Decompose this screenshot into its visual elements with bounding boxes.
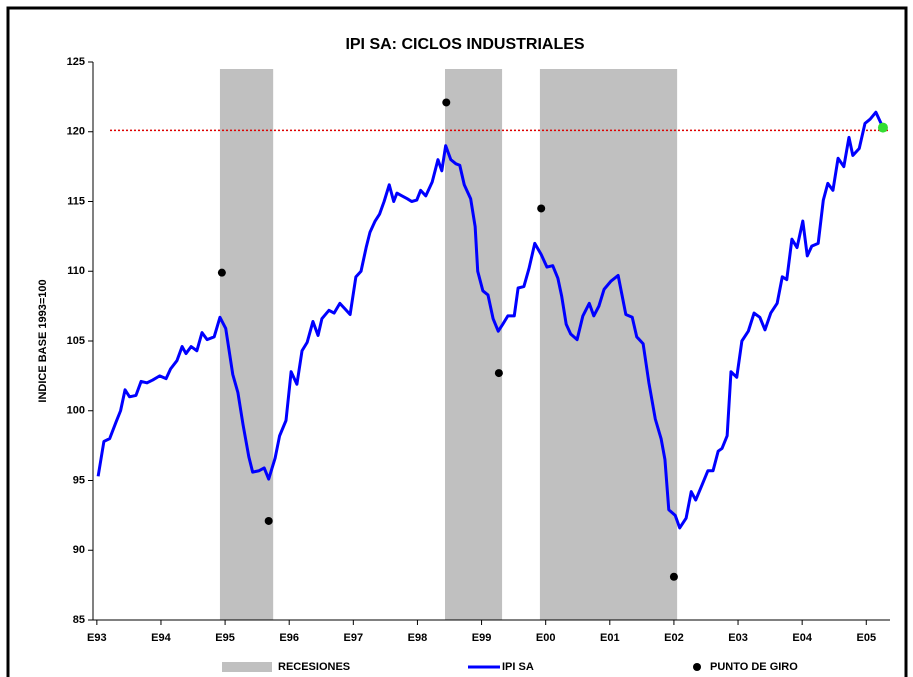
x-tick-label: E94	[151, 632, 171, 644]
legend-label: RECESIONES	[278, 661, 350, 673]
turning-point	[537, 204, 546, 213]
turning-point	[494, 369, 503, 378]
x-tick-label: E01	[600, 632, 620, 644]
x-tick-label: E03	[728, 632, 748, 644]
y-tick-label: 105	[67, 335, 85, 347]
x-tick-label: E04	[792, 632, 812, 644]
turning-point	[217, 268, 226, 277]
y-tick-label: 110	[67, 265, 85, 277]
y-label-group: INDICE BASE 1993=100	[37, 279, 49, 402]
y-axis-label: INDICE BASE 1993=100	[37, 279, 49, 402]
y-tick-label: 90	[73, 544, 85, 556]
legend-swatch	[693, 663, 701, 671]
recession-band	[539, 69, 678, 620]
legend-label: IPI SA	[502, 661, 534, 673]
x-tick-label: E99	[472, 632, 492, 644]
line-series	[96, 110, 884, 530]
x-tick-label: E02	[664, 632, 684, 644]
y-tick-label: 100	[67, 405, 85, 417]
turning-point	[669, 572, 678, 581]
turning-point	[442, 98, 451, 107]
x-tick-label: E97	[344, 632, 364, 644]
x-tick-label: E96	[279, 632, 299, 644]
recession-band	[445, 69, 503, 620]
y-tick-label: 115	[67, 195, 85, 207]
y-tick-label: 125	[67, 56, 85, 68]
y-tick-label: 95	[73, 474, 85, 486]
legend-label: PUNTO DE GIRO	[710, 661, 798, 673]
legend-swatch	[222, 662, 272, 672]
turning-point	[264, 516, 273, 525]
x-tick-label: E00	[536, 632, 556, 644]
frame	[6, 6, 908, 677]
y-tick-label: 120	[67, 126, 85, 138]
y-tick-label: 85	[73, 614, 85, 626]
x-tick-label: E95	[215, 632, 235, 644]
x-tick-label: E98	[408, 632, 428, 644]
x-tick-label: E05	[856, 632, 876, 644]
chart-title: IPI SA: CICLOS INDUSTRIALES	[345, 36, 584, 53]
x-tick-label: E93	[87, 632, 107, 644]
last-point	[877, 122, 888, 133]
